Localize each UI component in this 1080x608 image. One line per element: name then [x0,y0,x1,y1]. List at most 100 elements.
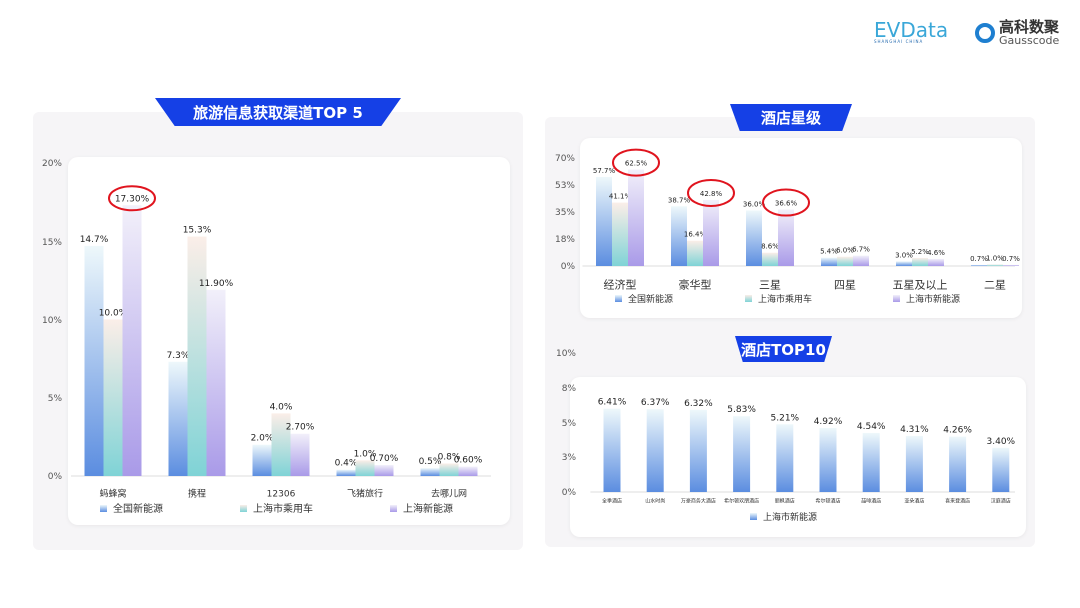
bar [271,413,291,476]
data-label: 41.1% [609,193,632,201]
y-tick-label: 5% [48,394,63,404]
data-label: 6.0% [836,247,854,255]
data-label: 2.0% [251,434,274,444]
data-label: 14.7% [80,235,109,245]
highlight-ellipse [687,178,735,207]
data-label: 0.7% [1002,255,1020,263]
bar [689,409,707,492]
data-label: 4.6% [927,249,945,257]
legend-swatch [100,505,107,512]
x-tick-label: 经济型 [604,278,637,292]
data-label: 4.54% [857,422,886,432]
x-tick-label: 五星及以上 [893,279,948,292]
bar [1003,264,1019,266]
bar [778,209,794,266]
data-label: 38.7% [668,196,691,204]
bar [646,409,664,492]
bar [596,176,612,266]
bar [206,289,226,476]
bar [290,433,310,476]
x-tick-label: 丽枫酒店 [775,498,795,505]
x-tick-label: 豪华型 [679,278,712,292]
data-label: 16.4% [684,231,707,239]
bar [439,463,459,476]
data-label: 4.92% [814,417,843,427]
bar [776,424,794,492]
bar [168,361,188,476]
y-tick-label: 15% [42,238,62,248]
data-label: 0.60% [454,456,483,466]
x-tick-label: 汉庭酒店 [991,498,1011,505]
data-label: 4.0% [270,402,293,412]
y-tick-label: 0% [561,262,576,272]
data-label: 6.41% [598,398,627,408]
x-tick-label: 全季酒店 [602,498,622,505]
y-tick-label: 53% [555,181,575,191]
hotel-star-card [580,138,1022,318]
bar [603,408,621,492]
evdata-logo: EVData SHANGHAI CHINA [874,18,948,44]
bar [355,460,375,476]
legend-label: 上海新能源 [403,502,453,515]
data-label: 36.6% [775,200,798,208]
x-tick-label: 二星 [984,279,1006,292]
x-tick-label: 希尔顿酒店 [815,498,840,505]
data-label: 5.2% [911,248,929,256]
data-label: 7.3% [167,351,190,361]
x-tick-label: 喜来登酒店 [945,498,970,505]
bar [762,252,778,266]
bar [905,435,923,492]
legend-label: 上海市新能源 [906,293,960,305]
gausscode-logo-icon [975,23,995,43]
bar [896,261,912,266]
legend-label: 上海市乘用车 [758,293,812,305]
y-tick-label: 8% [562,384,577,394]
x-tick-label: 飞猪旅行 [347,488,383,500]
y-tick-label: 35% [555,208,575,218]
y-tick-label: 20% [42,159,62,169]
data-label: 57.7% [593,167,616,175]
bar [949,436,967,492]
data-label: 6.7% [852,246,870,254]
legend-label: 上海市新能源 [763,511,817,523]
bar [912,257,928,266]
legend-swatch [750,513,757,520]
data-label: 15.3% [183,226,212,236]
bar [837,256,853,266]
bar [987,264,1003,266]
gausscode-logo: 高科数聚 Gausscode [975,20,1059,46]
x-tick-label: 希尔顿欢朋酒店 [724,498,759,505]
bar [746,210,762,266]
bar [336,469,356,476]
legend-swatch [893,295,900,302]
bar [628,169,644,266]
bar [853,255,869,266]
x-tick-label: 四星 [834,279,856,292]
bar [862,432,880,492]
bar [671,206,687,266]
data-label: 5.83% [727,405,756,415]
data-label: 62.5% [625,160,648,168]
evdata-logo-sub: SHANGHAI CHINA [874,39,924,44]
bar [992,447,1010,492]
hotel-star-title: 酒店星级 [730,104,852,131]
y-tick-label: 3% [562,453,577,463]
data-label: 4.31% [900,425,929,435]
y-tick-label: 10% [556,349,576,359]
bar [252,444,272,476]
data-label: 0.8% [438,452,461,462]
gausscode-cn: 高科数聚 [999,18,1060,36]
data-label: 0.7% [970,255,988,263]
legend-label: 全国新能源 [113,502,163,515]
data-label: 8.6% [761,243,779,251]
data-label: 42.8% [700,190,723,198]
legend-label: 上海市乘用车 [253,502,313,515]
data-label: 6.37% [641,398,670,408]
x-tick-label: 山水时尚 [645,498,665,505]
data-label: 4.26% [943,426,972,436]
bar [928,258,944,266]
bar [687,240,703,266]
x-tick-label: 三星 [759,279,781,292]
legend-swatch [390,505,397,512]
x-tick-label: 携程 [188,488,206,500]
